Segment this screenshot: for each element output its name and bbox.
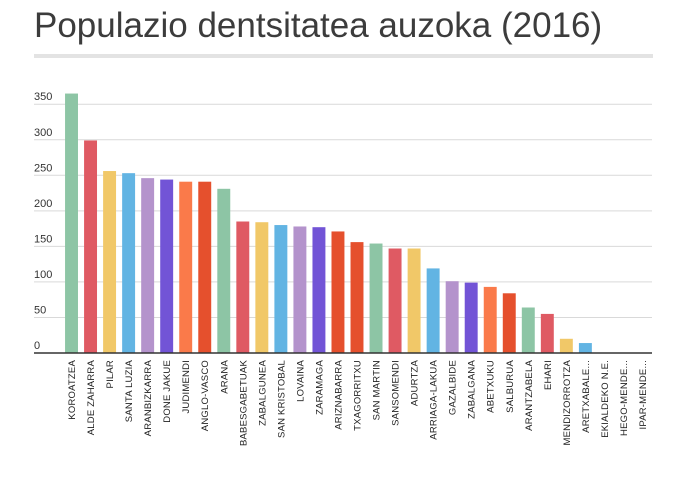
bar	[502, 293, 516, 353]
x-tick-label: ARRIAGA-LAKUA	[429, 360, 440, 440]
bar	[350, 242, 364, 353]
x-tick-label: ABETXUKU	[486, 360, 497, 413]
bar	[521, 307, 535, 353]
bar	[255, 222, 269, 353]
bar	[179, 181, 193, 353]
bar	[312, 227, 326, 353]
x-tick-label: ARANTZABELA	[524, 360, 535, 431]
x-tick-label: ANGLO-VASCO	[200, 360, 211, 431]
y-tick-label: 200	[34, 198, 52, 210]
x-tick-label: ARANA	[219, 360, 230, 394]
x-tick-label: LOVAINA	[295, 360, 306, 402]
y-tick-label: 300	[34, 127, 52, 139]
y-tick-label: 50	[34, 304, 46, 316]
y-tick-label: 350	[34, 91, 52, 103]
bar	[103, 171, 117, 353]
x-tick-label: ARIZNABARRA	[333, 360, 344, 430]
x-tick-label: PILAR	[105, 360, 116, 388]
bar	[293, 226, 307, 353]
bar	[65, 93, 78, 354]
x-tick-label: TXAGORRITXU	[353, 360, 364, 431]
x-tick-label: ADURTZA	[410, 360, 421, 407]
x-tick-label: JUDIMENDI	[181, 360, 192, 414]
x-tick-label: SAN MARTIN	[372, 360, 383, 420]
x-tick-label: IPAR-MENDE...	[638, 360, 649, 429]
x-tick-label: SAN KRISTOBAL	[276, 360, 287, 438]
y-tick-label: 150	[34, 233, 52, 245]
x-tick-label: ARETXABALE...	[581, 360, 592, 433]
y-tick-label: 100	[34, 269, 52, 281]
bar	[426, 268, 440, 353]
bar	[274, 225, 288, 353]
bar	[540, 313, 554, 353]
x-tick-label: ZABALGANA	[467, 360, 478, 419]
bar	[388, 248, 402, 353]
x-axis-labels: KOROATZEA ALDE ZAHARRA PILAR SANTA LUZIA ARA…	[67, 360, 649, 446]
bar	[217, 188, 231, 353]
bar	[160, 179, 174, 353]
x-tick-label: ZARAMAGA	[314, 360, 325, 415]
y-tick-label: 250	[34, 162, 52, 174]
bar	[578, 343, 592, 353]
bar	[483, 286, 497, 353]
x-tick-label: ALDE ZAHARRA	[86, 360, 97, 436]
bars	[65, 93, 592, 354]
x-tick-label: HEGO-MENDE...	[619, 360, 630, 436]
bar	[122, 173, 136, 353]
x-tick-label: GAZALBIDE	[448, 360, 459, 415]
bar	[369, 243, 383, 353]
x-tick-label: SALBURUA	[505, 360, 516, 413]
bar	[198, 181, 212, 353]
bar	[141, 178, 155, 353]
bar	[84, 140, 98, 353]
x-tick-label: EHARI	[543, 360, 554, 390]
y-axis-ticks: 0 50 100 150 200 250 300 350	[34, 91, 52, 352]
chart-title: Populazio dentsitatea auzoka (2016)	[34, 6, 603, 45]
bar	[445, 281, 459, 353]
x-tick-label: SANSOMENDI	[391, 360, 402, 426]
x-tick-label: MENDIZORROTZA	[562, 360, 573, 446]
title-underline	[34, 54, 653, 58]
bar	[464, 282, 478, 353]
bar	[331, 231, 345, 353]
x-tick-label: ARANBIZKARRA	[143, 360, 154, 437]
x-tick-label: ZABALGUNEA	[257, 360, 268, 426]
bar	[559, 338, 573, 353]
bar	[236, 221, 250, 353]
x-tick-label: SANTA LUZIA	[124, 360, 135, 423]
bar	[407, 248, 421, 353]
x-tick-label: DONE JAKUE	[162, 360, 173, 423]
x-tick-label: BABESGABETUAK	[238, 360, 249, 446]
x-tick-label: KOROATZEA	[67, 360, 78, 420]
y-tick-label: 0	[34, 340, 40, 352]
x-tick-label: EKIALDEKO N.E.	[600, 360, 611, 438]
